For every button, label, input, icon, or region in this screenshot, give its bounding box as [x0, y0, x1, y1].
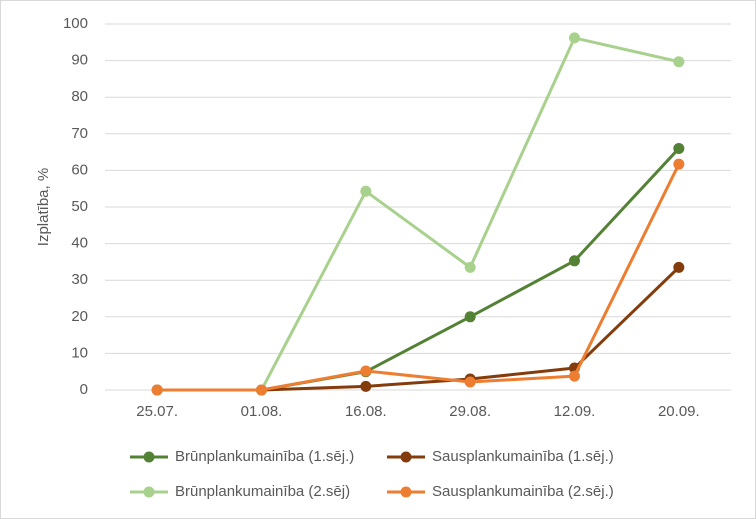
data-point	[360, 365, 372, 377]
legend-label: Brūnplankumainība (1.sēj.)	[175, 448, 354, 465]
y-axis-label: Izplatība, %	[35, 168, 52, 246]
legend-marker	[400, 486, 412, 498]
y-tick-label: 0	[80, 381, 88, 398]
data-point	[673, 261, 685, 273]
y-tick-label: 60	[71, 161, 88, 178]
x-tick-label: 01.08.	[241, 403, 283, 420]
legend-label: Sausplankumainība (1.sēj.)	[432, 448, 614, 465]
data-point	[673, 158, 685, 170]
data-point	[151, 384, 163, 396]
y-tick-label: 30	[71, 271, 88, 288]
data-point	[464, 311, 476, 323]
data-point	[673, 56, 685, 68]
data-point	[256, 384, 267, 396]
series-line	[157, 163, 681, 392]
x-tick-label: 16.08.	[345, 403, 387, 420]
y-tick-label: 40	[71, 235, 88, 252]
y-tick-label: 70	[71, 125, 88, 142]
data-point	[464, 376, 476, 388]
legend-marker	[400, 451, 412, 463]
legend-label: Sausplankumainība (2.sēj.)	[432, 483, 614, 500]
x-tick-label: 29.08.	[449, 403, 491, 420]
y-tick-label: 50	[71, 198, 88, 215]
legend-marker	[143, 486, 155, 498]
y-tick-label: 10	[71, 344, 88, 361]
data-point	[569, 32, 580, 44]
data-point	[464, 261, 476, 273]
data-point	[569, 255, 580, 267]
x-tick-label: 12.09.	[554, 403, 596, 420]
y-tick-label: 80	[71, 88, 88, 105]
x-tick-label: 20.09.	[658, 403, 700, 420]
legend-label: Brūnplankumainība (2.sēj)	[175, 483, 350, 500]
x-tick-label: 25.07.	[136, 403, 178, 420]
data-point	[673, 142, 685, 154]
legend-marker	[143, 451, 155, 463]
y-tick-label: 20	[71, 308, 88, 325]
data-point	[569, 370, 580, 382]
y-tick-label: 100	[63, 15, 88, 32]
data-point	[360, 380, 372, 392]
data-point	[360, 185, 372, 197]
y-tick-label: 90	[71, 52, 88, 69]
